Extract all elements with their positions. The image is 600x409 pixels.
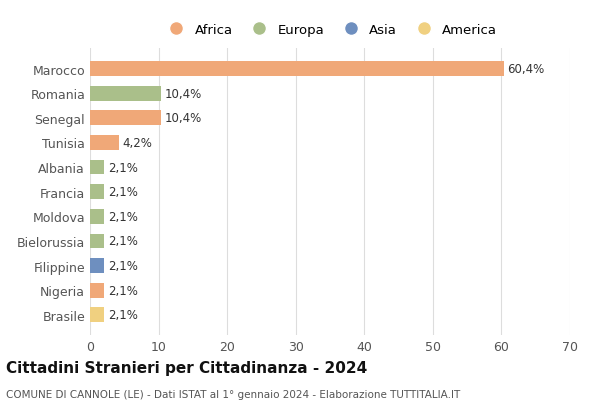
Legend: Africa, Europa, Asia, America: Africa, Europa, Asia, America: [158, 18, 502, 42]
Bar: [90, 136, 119, 151]
Bar: [90, 283, 104, 298]
Bar: [90, 258, 104, 273]
Bar: [90, 62, 504, 77]
Text: 10,4%: 10,4%: [165, 88, 202, 101]
Text: 2,1%: 2,1%: [108, 235, 138, 248]
Bar: [90, 209, 104, 224]
Text: 2,1%: 2,1%: [108, 186, 138, 199]
Text: Cittadini Stranieri per Cittadinanza - 2024: Cittadini Stranieri per Cittadinanza - 2…: [6, 360, 367, 375]
Text: 2,1%: 2,1%: [108, 161, 138, 174]
Bar: [90, 234, 104, 249]
Text: 10,4%: 10,4%: [165, 112, 202, 125]
Bar: [90, 185, 104, 200]
Bar: [90, 308, 104, 322]
Text: 2,1%: 2,1%: [108, 308, 138, 321]
Bar: [90, 160, 104, 175]
Bar: [90, 87, 161, 101]
Bar: [90, 111, 161, 126]
Text: 60,4%: 60,4%: [508, 63, 545, 76]
Text: 2,1%: 2,1%: [108, 210, 138, 223]
Text: 2,1%: 2,1%: [108, 259, 138, 272]
Text: 4,2%: 4,2%: [122, 137, 152, 150]
Text: COMUNE DI CANNOLE (LE) - Dati ISTAT al 1° gennaio 2024 - Elaborazione TUTTITALIA: COMUNE DI CANNOLE (LE) - Dati ISTAT al 1…: [6, 389, 460, 399]
Text: 2,1%: 2,1%: [108, 284, 138, 297]
